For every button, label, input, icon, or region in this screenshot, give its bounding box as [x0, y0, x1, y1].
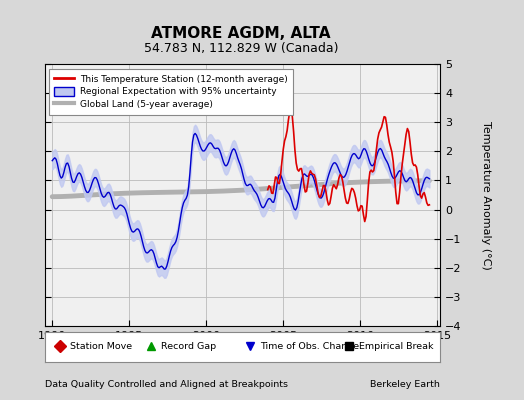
- Text: ATMORE AGDM, ALTA: ATMORE AGDM, ALTA: [151, 26, 331, 42]
- Text: Time of Obs. Change: Time of Obs. Change: [260, 342, 359, 351]
- Legend: This Temperature Station (12-month average), Regional Expectation with 95% uncer: This Temperature Station (12-month avera…: [49, 68, 293, 115]
- Text: Empirical Break: Empirical Break: [359, 342, 433, 351]
- Text: Station Move: Station Move: [70, 342, 133, 351]
- Text: 54.783 N, 112.829 W (Canada): 54.783 N, 112.829 W (Canada): [144, 42, 339, 55]
- Text: Berkeley Earth: Berkeley Earth: [370, 380, 440, 389]
- Y-axis label: Temperature Anomaly (°C): Temperature Anomaly (°C): [481, 121, 491, 269]
- Text: Data Quality Controlled and Aligned at Breakpoints: Data Quality Controlled and Aligned at B…: [45, 380, 288, 389]
- Text: Record Gap: Record Gap: [161, 342, 216, 351]
